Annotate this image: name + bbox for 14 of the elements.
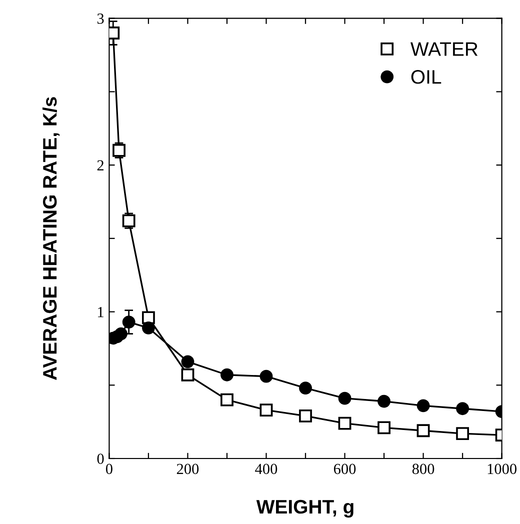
x-tick-label: 800 (412, 464, 434, 474)
x-tick-label: 600 (334, 464, 356, 474)
y-tick-label: 1 (98, 306, 104, 318)
legend-label: WATER (410, 42, 478, 56)
x-tick-label: 0 (106, 464, 112, 474)
legend-label: OIL (411, 70, 442, 84)
y-tick-label: 2 (97, 160, 104, 170)
y-axis-title: AVERAGE HEATING RATE, K/s (42, 97, 60, 380)
x-tick-label: 200 (176, 464, 199, 474)
x-tick-label: 1000 (488, 464, 516, 474)
x-tick-label: 400 (255, 464, 278, 474)
y-tick-label: 3 (97, 14, 104, 24)
y-tick-label: 0 (97, 454, 104, 464)
x-axis-title: WEIGHT, g (256, 500, 354, 518)
